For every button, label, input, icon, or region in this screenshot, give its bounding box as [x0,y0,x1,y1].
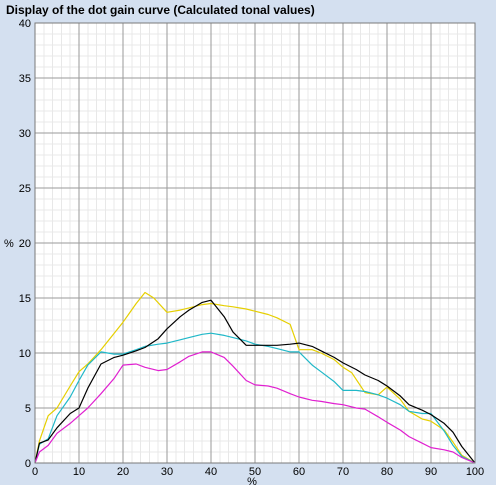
x-tick-label: 80 [381,466,393,478]
plot-frame [34,22,476,464]
x-tick-label: 0 [32,466,38,478]
y-tick-label: 15 [19,293,31,305]
x-axis-label: % [247,476,257,485]
x-tick-label: 100 [466,466,484,478]
series-line-4 [34,351,476,464]
tick-labels: 0 5 10 15 20 25 30 35 40 0 10 20 30 40 50 60 70 80 90 100 [19,18,484,478]
x-tick-label: 30 [161,466,173,478]
chart-title: Display of the dot gain curve (Calculate… [6,3,315,17]
series-lines [34,291,476,464]
y-tick-label: 5 [25,403,31,415]
y-tick-label: 40 [19,18,31,30]
x-tick-label: 10 [73,466,85,478]
x-tick-label: 60 [293,466,305,478]
y-tick-label: 35 [19,73,31,85]
y-tick-label: 10 [19,348,31,360]
x-tick-label: 40 [205,466,217,478]
grid [34,22,476,464]
x-tick-label: 90 [425,466,437,478]
y-tick-label: 30 [19,128,31,140]
series-line-2 [34,332,476,464]
x-tick-label: 70 [337,466,349,478]
y-tick-label: 20 [19,238,31,250]
x-tick-label: 50 [249,466,261,478]
x-tick-label: 20 [117,466,129,478]
y-tick-label: 0 [25,458,31,470]
y-tick-label: 25 [19,183,31,195]
series-line-1 [34,291,476,464]
series-line-3 [34,299,476,464]
y-axis-label: % [4,238,14,250]
